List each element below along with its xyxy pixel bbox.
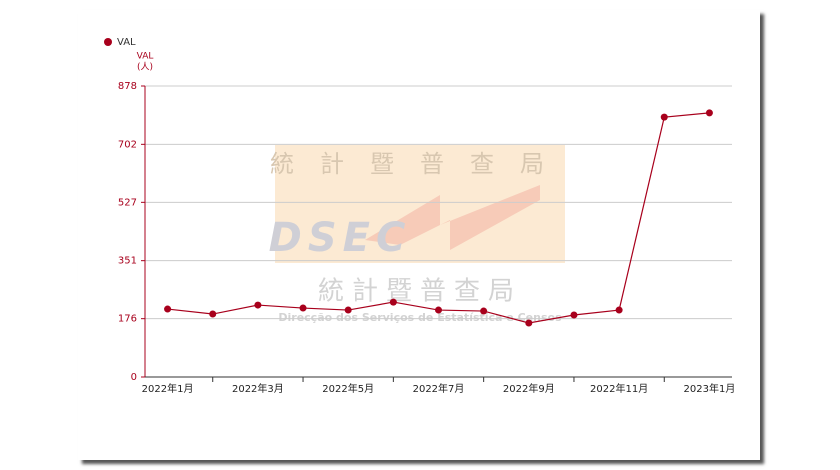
x-tick-label: 2023年1月 xyxy=(684,382,736,395)
watermark-chinese-lower: 統計暨普查局 xyxy=(318,277,522,307)
y-tick-label: 878 xyxy=(118,81,137,92)
x-tick-label: 2022年1月 xyxy=(142,382,194,395)
watermark-chinese: 統計暨普查局 xyxy=(270,150,570,178)
y-tick-label: 0 xyxy=(131,372,137,383)
data-point xyxy=(705,109,713,117)
legend-label: VAL xyxy=(117,37,136,48)
x-tick-label: 2022年11月 xyxy=(590,382,648,395)
y-axis-unit: (人) xyxy=(137,62,153,73)
watermark-logo-shape xyxy=(365,185,540,250)
y-tick-label: 176 xyxy=(118,314,137,325)
x-tick-label: 2022年3月 xyxy=(232,382,284,395)
legend-marker xyxy=(104,38,112,46)
data-point xyxy=(480,307,488,315)
data-point xyxy=(660,113,668,121)
y-tick-label: 702 xyxy=(118,139,137,150)
data-point xyxy=(299,304,307,312)
x-tick-label: 2022年7月 xyxy=(413,382,465,395)
y-tick-label: 527 xyxy=(118,197,137,208)
data-point xyxy=(209,310,217,318)
x-tick-label: 2022年5月 xyxy=(322,382,374,395)
y-axis-title: VAL xyxy=(137,52,154,62)
data-point xyxy=(570,311,578,319)
data-point xyxy=(254,301,262,309)
data-point xyxy=(525,319,533,327)
x-tick-label: 2022年9月 xyxy=(503,382,555,395)
data-point xyxy=(435,306,442,314)
y-tick-label: 351 xyxy=(118,256,137,267)
data-point xyxy=(389,298,397,306)
watermark-logo: DSEC xyxy=(269,215,412,261)
data-point xyxy=(344,306,352,314)
data-point xyxy=(164,305,172,313)
watermark-portuguese: Direcção dos Serviços de Estatística e C… xyxy=(278,311,562,324)
data-point xyxy=(615,306,623,314)
